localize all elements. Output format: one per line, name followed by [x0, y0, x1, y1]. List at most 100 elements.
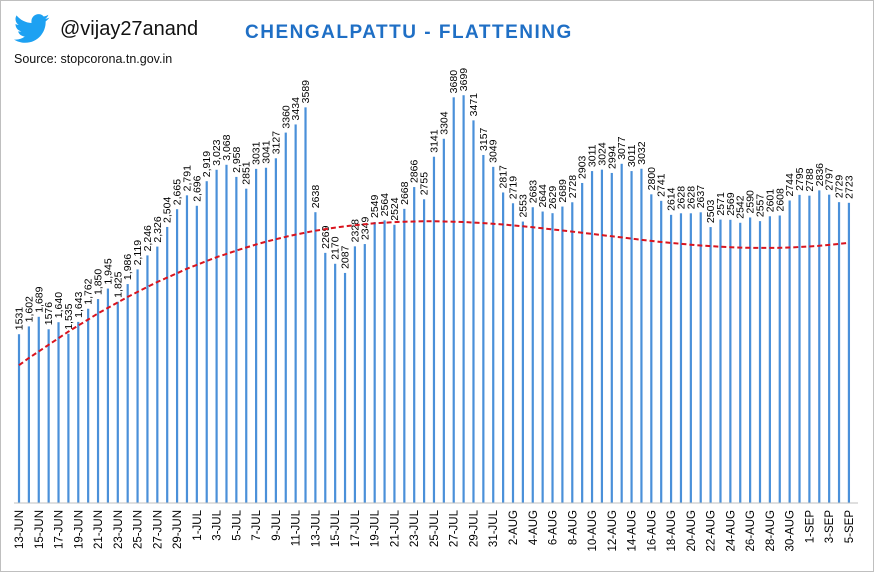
bar [255, 168, 258, 503]
bar [77, 321, 80, 503]
bar [551, 213, 554, 503]
bar [808, 195, 811, 503]
data-label: 1,602 [23, 296, 35, 322]
bar [373, 222, 376, 503]
chart-title: CHENGALPATTU - FLATTENING [245, 22, 573, 43]
data-label: 2,246 [142, 225, 154, 251]
data-label: 3141 [428, 129, 440, 153]
x-tick-label: 12-AUG [607, 510, 619, 552]
bar [353, 246, 357, 503]
bar [847, 202, 851, 504]
bar [610, 172, 613, 503]
bar [87, 308, 90, 503]
data-label: 2,326 [152, 216, 164, 242]
x-tick-label: 8-AUG [567, 510, 579, 545]
bar [126, 284, 129, 503]
data-label: 2729 [834, 175, 846, 199]
trendline [18, 220, 850, 367]
x-tick-label: 29-JUN [172, 510, 184, 549]
bar [729, 219, 732, 503]
data-label: 3434 [290, 97, 302, 121]
data-label: 2569 [725, 192, 737, 216]
bar [837, 202, 841, 504]
data-label: 3041 [261, 140, 273, 164]
data-label: 2723 [843, 175, 855, 199]
twitter-handle: @vijay27anand [60, 17, 199, 40]
x-tick-label: 6-AUG [548, 510, 560, 545]
bar [284, 132, 287, 503]
bar [324, 252, 327, 503]
data-label: 1,689 [33, 286, 45, 312]
x-tick-label: 7-JUL [251, 509, 263, 540]
data-label: 2269 [320, 225, 332, 249]
x-tick-label: 18-AUG [666, 510, 678, 552]
x-tick-label: 13-JUL [310, 509, 322, 547]
x-tick-label: 1-JUL [192, 509, 204, 540]
data-label: 1,535 [63, 303, 75, 329]
bar [334, 263, 337, 503]
bar [205, 181, 208, 503]
x-tick-label: 10-AUG [587, 510, 599, 552]
bar [502, 192, 505, 503]
bar [166, 226, 169, 503]
data-label: 2683 [527, 180, 539, 204]
x-tick-label: 22-AUG [706, 510, 718, 552]
bar [17, 334, 21, 503]
bar [828, 194, 831, 503]
bar [106, 288, 110, 503]
data-label: 2797 [824, 167, 836, 191]
x-tick-label: 3-JUL [212, 509, 224, 540]
source-text: Source: stopcorona.tn.gov.in [14, 52, 173, 66]
twitter-handle-block: @vijay27anand [14, 12, 198, 46]
bar [383, 220, 386, 503]
data-label: 3680 [448, 70, 460, 94]
x-tick-label: 20-AUG [686, 510, 698, 552]
twitter-bird-icon [14, 14, 50, 43]
bar [185, 195, 189, 503]
bar [660, 200, 663, 503]
data-label: 1,850 [93, 269, 105, 295]
x-tick-label: 5-JUL [231, 509, 243, 540]
data-label: 2,958 [231, 146, 243, 172]
data-label: 2755 [419, 172, 431, 196]
bar [314, 212, 317, 504]
data-label: 2,696 [191, 175, 203, 201]
x-tick-label: 11-JUL [291, 509, 303, 546]
x-tick-label: 24-AUG [725, 510, 737, 552]
data-label: 2,919 [201, 151, 213, 177]
bar [442, 138, 445, 504]
x-tick-label: 15-JUN [34, 510, 46, 549]
x-tick-label: 19-JUN [73, 510, 85, 549]
trendline-group [18, 220, 850, 367]
data-label: 3077 [616, 136, 628, 160]
data-label: 2644 [537, 184, 549, 208]
bar [116, 301, 119, 503]
data-label: 1,762 [83, 278, 95, 304]
bar [620, 163, 623, 504]
bar [274, 158, 277, 504]
data-label: 2503 [705, 200, 717, 224]
bar [195, 205, 198, 503]
bar [689, 213, 692, 503]
x-tick-label: 14-AUG [627, 510, 639, 552]
x-tick-label: 25-JUL [429, 509, 441, 547]
bar [264, 167, 268, 504]
x-tick-label: 27-JUN [152, 510, 164, 549]
bar [225, 164, 228, 503]
data-label: 2553 [517, 194, 529, 218]
data-label: 3,023 [211, 139, 223, 165]
bar [47, 329, 50, 503]
x-tick-label: 1-SEP [804, 510, 816, 544]
data-label: 2800 [646, 167, 658, 191]
data-label: 3032 [636, 141, 648, 165]
data-label: 2349 [359, 217, 371, 241]
data-label: 2788 [804, 168, 816, 192]
data-label: 3031 [251, 141, 263, 165]
x-tick-label: 23-JUL [409, 509, 421, 547]
bar [235, 176, 238, 503]
x-tick-label: 30-AUG [785, 510, 797, 552]
data-label: 2795 [794, 167, 806, 191]
bar [422, 199, 426, 503]
bar-series [17, 95, 851, 504]
